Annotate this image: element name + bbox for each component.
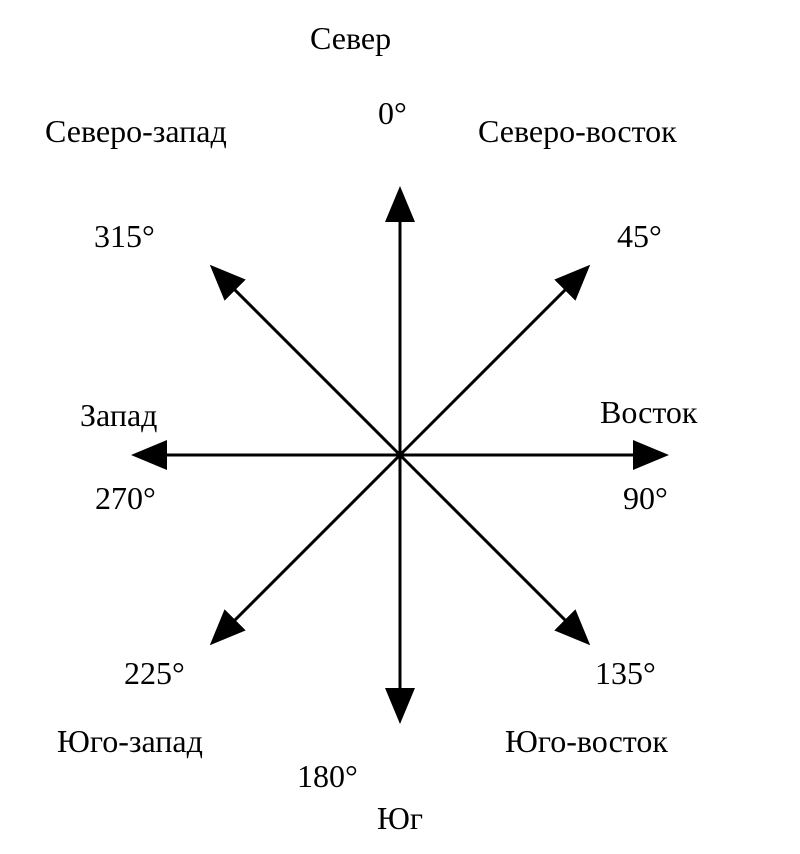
northwest-degree: 315°	[94, 218, 155, 255]
southwest-label: Юго-запад	[57, 723, 203, 760]
west-label: Запад	[80, 397, 157, 434]
northeast-label: Северо-восток	[478, 113, 677, 150]
northeast-degree: 45°	[617, 218, 662, 255]
southwest-degree: 225°	[124, 655, 185, 692]
north-degree: 0°	[378, 95, 407, 132]
east-label: Восток	[600, 394, 697, 431]
south-degree: 180°	[297, 758, 358, 795]
compass-diagram: Север 0° Северо-восток 45° Восток 90° Юг…	[0, 0, 800, 854]
southeast-degree: 135°	[595, 655, 656, 692]
southeast-label: Юго-восток	[505, 723, 668, 760]
northwest-label: Северо-запад	[45, 113, 227, 150]
east-degree: 90°	[623, 480, 668, 517]
south-label: Юг	[377, 800, 423, 837]
west-degree: 270°	[95, 480, 156, 517]
north-label: Север	[310, 20, 391, 57]
